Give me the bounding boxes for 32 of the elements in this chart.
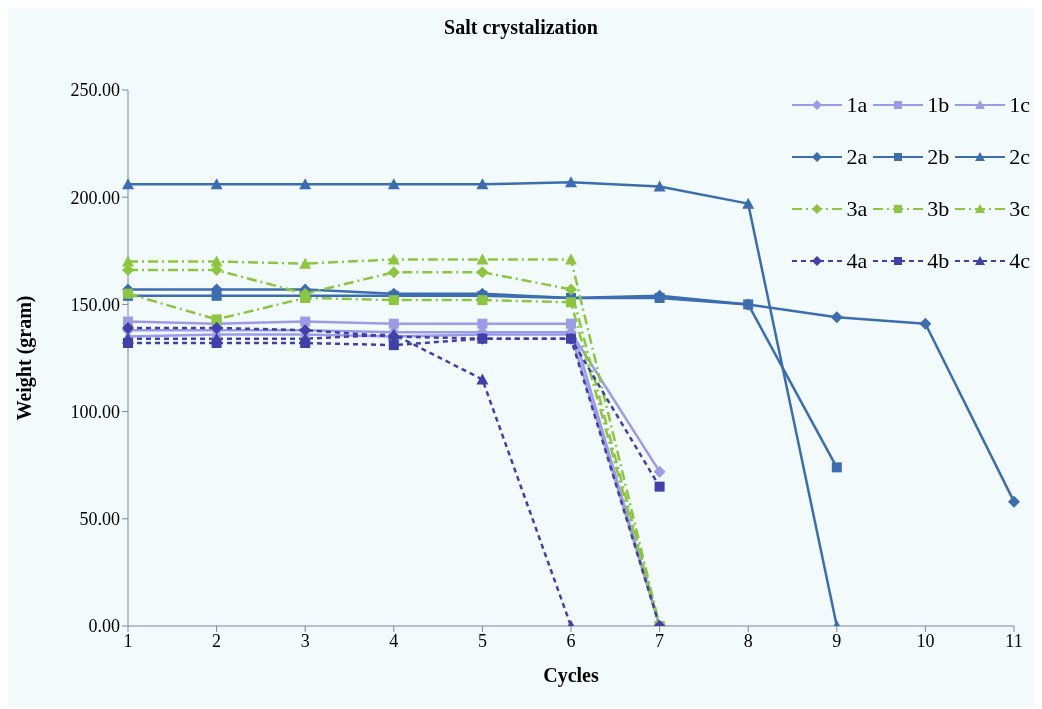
y-tick-label: 250.00 bbox=[70, 80, 120, 101]
x-tick-label: 7 bbox=[655, 630, 665, 651]
x-tick-label: 3 bbox=[300, 630, 310, 651]
x-tick-label: 9 bbox=[832, 630, 842, 651]
y-axis-title: Weight (gram) bbox=[13, 295, 37, 421]
x-tick-label: 2 bbox=[212, 630, 222, 651]
legend-label: 1b bbox=[927, 92, 950, 118]
legend-label: 2b bbox=[927, 144, 950, 170]
x-tick-label: 1 bbox=[123, 630, 133, 651]
legend-label: 3b bbox=[927, 196, 950, 222]
legend-label: 1c bbox=[1009, 92, 1030, 118]
x-axis-title: Cycles bbox=[543, 664, 599, 687]
y-tick-label: 100.00 bbox=[70, 401, 120, 422]
x-tick-label: 5 bbox=[477, 630, 487, 651]
legend-label: 2a bbox=[846, 144, 868, 170]
legend-label: 1a bbox=[846, 92, 868, 118]
legend-label: 4c bbox=[1009, 248, 1030, 274]
x-tick-label: 11 bbox=[1005, 630, 1023, 651]
y-tick-label: 50.00 bbox=[79, 509, 120, 530]
legend-label: 4b bbox=[927, 248, 950, 274]
legend-label: 3c bbox=[1009, 196, 1030, 222]
x-tick-label: 6 bbox=[566, 630, 576, 651]
x-tick-label: 10 bbox=[916, 630, 935, 651]
y-tick-label: 0.00 bbox=[88, 616, 120, 637]
legend-label: 4a bbox=[846, 248, 868, 274]
legend-label: 2c bbox=[1009, 144, 1030, 170]
x-tick-label: 8 bbox=[743, 630, 753, 651]
chart-title: Salt crystalization bbox=[443, 15, 599, 41]
y-tick-label: 200.00 bbox=[70, 187, 120, 208]
x-tick-label: 4 bbox=[389, 630, 399, 651]
legend-label: 3a bbox=[846, 196, 868, 222]
y-tick-label: 150.00 bbox=[70, 294, 120, 315]
